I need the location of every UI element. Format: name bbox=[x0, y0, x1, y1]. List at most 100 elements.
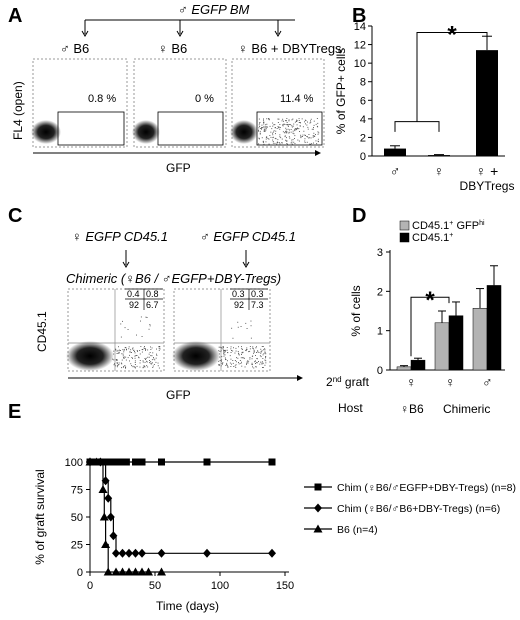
event-dot bbox=[261, 361, 263, 363]
survival-curve bbox=[90, 461, 162, 573]
event-dot bbox=[116, 363, 118, 364]
event-dot bbox=[138, 356, 139, 358]
event-dot bbox=[253, 349, 255, 351]
event-dot bbox=[312, 136, 314, 138]
event-dot bbox=[262, 358, 264, 359]
event-dot bbox=[292, 139, 294, 141]
event-dot bbox=[142, 366, 144, 368]
event-dot bbox=[247, 362, 249, 364]
legend-swatch bbox=[399, 232, 410, 243]
diamond-marker bbox=[104, 493, 113, 503]
event-dot bbox=[148, 328, 150, 330]
event-dot bbox=[298, 122, 300, 123]
y-tick-label: 75 bbox=[71, 485, 83, 497]
event-dot bbox=[270, 131, 272, 133]
event-dot bbox=[132, 347, 134, 349]
event-dot bbox=[264, 351, 266, 353]
event-dot bbox=[272, 132, 273, 134]
quad-ul: 0.4 bbox=[127, 289, 140, 299]
event-dot bbox=[225, 349, 227, 351]
event-dot bbox=[262, 142, 264, 143]
event-dot bbox=[249, 358, 251, 360]
event-dot bbox=[223, 347, 224, 349]
event-dot bbox=[291, 139, 293, 141]
event-dot bbox=[268, 138, 270, 140]
diamond-marker bbox=[112, 548, 120, 558]
event-dot bbox=[114, 363, 115, 365]
event-dot bbox=[264, 359, 266, 361]
event-dot bbox=[261, 137, 263, 139]
event-dot bbox=[279, 128, 281, 130]
event-dot bbox=[145, 359, 146, 360]
plot-a3-label: ♀ B6 + DBYTregs bbox=[238, 41, 342, 56]
event-dot bbox=[263, 143, 265, 145]
event-dot bbox=[290, 129, 292, 130]
event-dot bbox=[244, 366, 246, 368]
event-dot bbox=[242, 357, 243, 359]
event-dot bbox=[221, 347, 223, 349]
event-dot bbox=[255, 363, 256, 364]
gate bbox=[57, 111, 125, 146]
event-dot bbox=[242, 351, 244, 353]
event-dot bbox=[138, 357, 140, 359]
event-dot bbox=[281, 138, 283, 140]
event-dot bbox=[225, 365, 227, 366]
event-dot bbox=[221, 362, 223, 364]
event-dot bbox=[262, 140, 264, 142]
event-dot bbox=[285, 130, 287, 132]
event-dot bbox=[143, 365, 145, 367]
y-tick-label: 0 bbox=[377, 365, 383, 377]
event-dot bbox=[234, 360, 236, 361]
event-dot bbox=[234, 365, 236, 367]
event-dot bbox=[251, 362, 253, 364]
event-dot bbox=[278, 126, 280, 128]
event-dot bbox=[317, 138, 319, 140]
event-dot bbox=[129, 351, 131, 353]
event-dot bbox=[245, 350, 247, 351]
event-dot bbox=[134, 355, 136, 357]
event-dot bbox=[286, 143, 288, 145]
event-dot bbox=[258, 361, 259, 362]
event-dot bbox=[235, 367, 237, 368]
event-dot bbox=[219, 350, 221, 352]
event-dot bbox=[125, 347, 127, 348]
event-dot bbox=[272, 134, 274, 136]
event-dot bbox=[261, 346, 263, 347]
triangle-marker bbox=[137, 567, 147, 576]
event-dot bbox=[304, 121, 305, 123]
event-dot bbox=[316, 118, 318, 119]
event-dot bbox=[231, 350, 232, 351]
event-dot bbox=[273, 130, 275, 132]
event-dot bbox=[262, 127, 263, 129]
gfp-positive-events bbox=[258, 118, 320, 145]
event-dot bbox=[261, 127, 263, 129]
event-dot bbox=[124, 365, 126, 366]
event-dot bbox=[265, 126, 267, 128]
event-dot bbox=[150, 349, 152, 350]
quad-lr: 7.3 bbox=[251, 300, 264, 310]
event-dot bbox=[261, 350, 263, 352]
event-dot bbox=[284, 135, 286, 137]
event-dot bbox=[232, 350, 234, 352]
panel-a: ♂ EGFP BM ♂ B6 ♀ B6 ♀ B6 + DBYTregs 0.8 … bbox=[11, 2, 342, 175]
event-dot bbox=[285, 120, 287, 122]
event-dot bbox=[256, 362, 258, 364]
event-dot bbox=[133, 349, 135, 351]
event-dot bbox=[253, 350, 255, 352]
event-dot bbox=[310, 143, 312, 145]
event-dot bbox=[224, 354, 226, 356]
event-dot bbox=[237, 357, 239, 359]
event-dot bbox=[258, 127, 260, 129]
event-dot bbox=[113, 353, 115, 355]
event-dot bbox=[149, 324, 151, 325]
legend-label: Chim (♀B6/♂B6+DBY-Tregs) (n=6) bbox=[337, 503, 500, 515]
event-dot bbox=[229, 355, 231, 357]
event-dot bbox=[268, 118, 270, 119]
event-dot bbox=[261, 128, 262, 130]
event-dot bbox=[259, 122, 261, 123]
event-dot bbox=[232, 360, 234, 361]
square-marker bbox=[158, 458, 165, 466]
event-dot bbox=[265, 128, 267, 129]
event-dot bbox=[156, 348, 157, 350]
event-dot bbox=[309, 122, 311, 124]
